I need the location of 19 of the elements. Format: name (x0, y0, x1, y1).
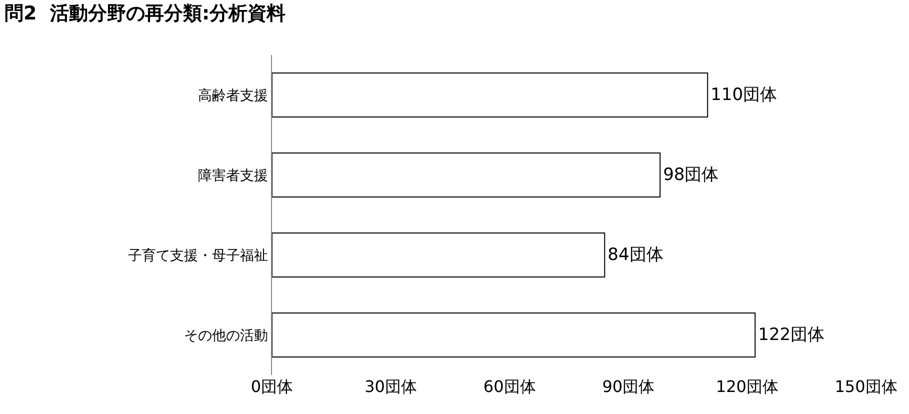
chart-title: 問2 活動分野の再分類:分析資料 (4, 2, 286, 25)
x-tick-label: 60団体 (483, 377, 536, 396)
bar (272, 312, 756, 358)
bar (272, 72, 708, 118)
data-label: 84団体 (608, 245, 664, 265)
y-tick-label: その他の活動 (184, 328, 268, 344)
y-tick-label: 子育て支援・母子福祉 (128, 246, 268, 264)
x-tick-label: 120団体 (716, 377, 778, 396)
x-tick-label: 0団体 (250, 377, 294, 396)
data-label: 122団体 (758, 325, 825, 345)
x-tick-label: 90団体 (602, 377, 655, 396)
y-tick-label: 障害者支援 (198, 168, 268, 184)
bar (272, 232, 606, 278)
data-label: 110団体 (710, 85, 778, 105)
bar (272, 152, 661, 198)
y-tick-label: 高齢者支援 (198, 88, 268, 104)
data-label: 98団体 (663, 165, 719, 185)
x-tick-label: 30団体 (364, 377, 417, 396)
x-tick-label: 150団体 (834, 377, 898, 396)
